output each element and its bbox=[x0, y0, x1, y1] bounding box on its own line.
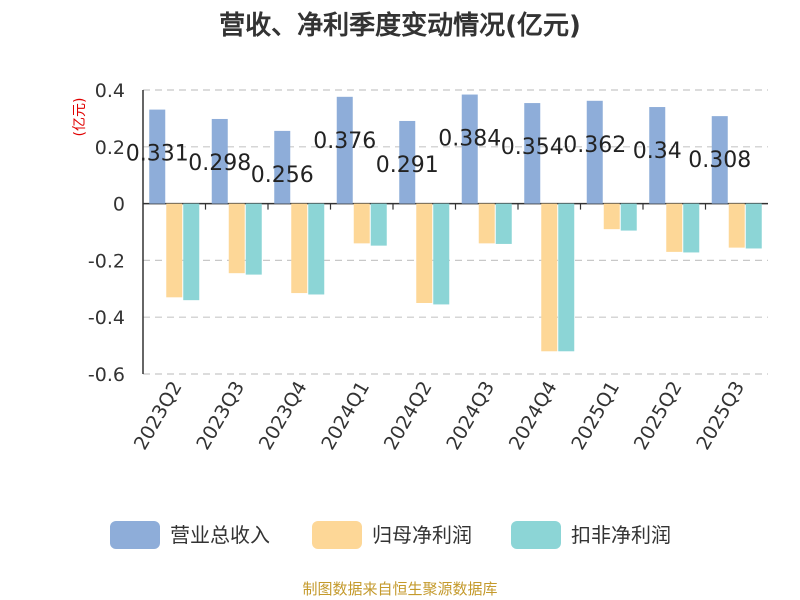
bar-revenue bbox=[274, 130, 291, 204]
bar-deducted-net-profit bbox=[308, 203, 325, 295]
x-tick-label: 2025Q3 bbox=[692, 378, 749, 454]
bar-revenue bbox=[586, 100, 603, 204]
bar-revenue bbox=[336, 96, 353, 204]
bar-revenue bbox=[399, 120, 416, 204]
legend-swatch[interactable] bbox=[511, 521, 561, 549]
bar-net-profit bbox=[228, 203, 245, 274]
bar-net-profit bbox=[728, 203, 745, 248]
x-tick-label: 2024Q4 bbox=[505, 378, 562, 454]
bar-deducted-net-profit bbox=[495, 203, 512, 244]
data-source-note: 制图数据来自恒生聚源数据库 bbox=[302, 580, 497, 598]
bar-net-profit bbox=[291, 203, 308, 294]
y-tick-label: 0 bbox=[113, 194, 125, 216]
bar-revenue bbox=[461, 94, 478, 204]
y-axis-unit-label: (亿元) bbox=[72, 98, 88, 137]
x-tick-label: 2023Q4 bbox=[255, 378, 312, 454]
bar-net-profit bbox=[166, 203, 183, 298]
bar-revenue bbox=[149, 109, 166, 204]
bars bbox=[149, 94, 762, 352]
x-tick-label: 2024Q1 bbox=[317, 378, 374, 454]
bar-deducted-net-profit bbox=[683, 203, 700, 253]
x-tick-label: 2023Q3 bbox=[192, 378, 249, 454]
y-tick-label: -0.4 bbox=[88, 307, 125, 329]
data-label: 0.376 bbox=[313, 129, 376, 154]
legend-label[interactable]: 扣非净利润 bbox=[571, 523, 671, 547]
x-tick-label: 2024Q3 bbox=[442, 378, 499, 454]
data-label: 0.308 bbox=[688, 148, 751, 173]
y-tick-label: 0.2 bbox=[95, 137, 125, 159]
bar-revenue bbox=[524, 103, 541, 204]
axes: 0.4 0.2 0 -0.2 -0.4 -0.6 bbox=[88, 80, 768, 386]
bar-net-profit bbox=[603, 203, 620, 230]
x-tick-label: 2023Q2 bbox=[130, 378, 187, 454]
x-tick-label: 2024Q2 bbox=[380, 378, 437, 454]
bar-deducted-net-profit bbox=[620, 203, 637, 231]
legend-label[interactable]: 营业总收入 bbox=[170, 523, 270, 547]
legend[interactable]: 营业总收入 归母净利润 扣非净利润 bbox=[110, 521, 671, 549]
data-label: 0.34 bbox=[633, 139, 682, 164]
y-tick-label: -0.2 bbox=[88, 250, 125, 272]
bar-net-profit bbox=[541, 203, 558, 352]
data-label: 0.331 bbox=[126, 142, 189, 167]
bar-net-profit bbox=[478, 203, 495, 244]
bar-deducted-net-profit bbox=[370, 203, 387, 246]
x-tick-label: 2025Q2 bbox=[630, 378, 687, 454]
data-label: 0.291 bbox=[376, 153, 439, 178]
data-label: 0.298 bbox=[188, 151, 251, 176]
x-tick-label: 2025Q1 bbox=[567, 378, 624, 454]
bar-deducted-net-profit bbox=[558, 203, 575, 352]
data-label: 0.354 bbox=[501, 135, 564, 160]
bar-net-profit bbox=[666, 203, 683, 252]
bar-revenue bbox=[211, 118, 228, 204]
y-tick-label: -0.6 bbox=[88, 364, 125, 386]
bar-net-profit bbox=[416, 203, 433, 303]
chart-title: 营收、净利季度变动情况(亿元) bbox=[219, 10, 581, 41]
data-label: 0.384 bbox=[438, 127, 501, 152]
data-label: 0.256 bbox=[251, 163, 314, 188]
bar-deducted-net-profit bbox=[245, 203, 262, 275]
y-tick-label: 0.4 bbox=[95, 80, 125, 102]
bar-revenue bbox=[649, 107, 666, 204]
legend-label[interactable]: 归母净利润 bbox=[372, 523, 472, 547]
bar-deducted-net-profit bbox=[745, 203, 762, 249]
bar-net-profit bbox=[353, 203, 370, 244]
legend-swatch[interactable] bbox=[312, 521, 362, 549]
x-tick-labels: 2023Q2 2023Q3 2023Q4 2024Q1 2024Q2 2024Q3 2024… bbox=[130, 378, 749, 454]
legend-swatch[interactable] bbox=[110, 521, 160, 549]
bar-revenue bbox=[711, 116, 728, 204]
data-label: 0.362 bbox=[563, 133, 626, 158]
bar-deducted-net-profit bbox=[433, 203, 450, 305]
bar-deducted-net-profit bbox=[183, 203, 200, 301]
